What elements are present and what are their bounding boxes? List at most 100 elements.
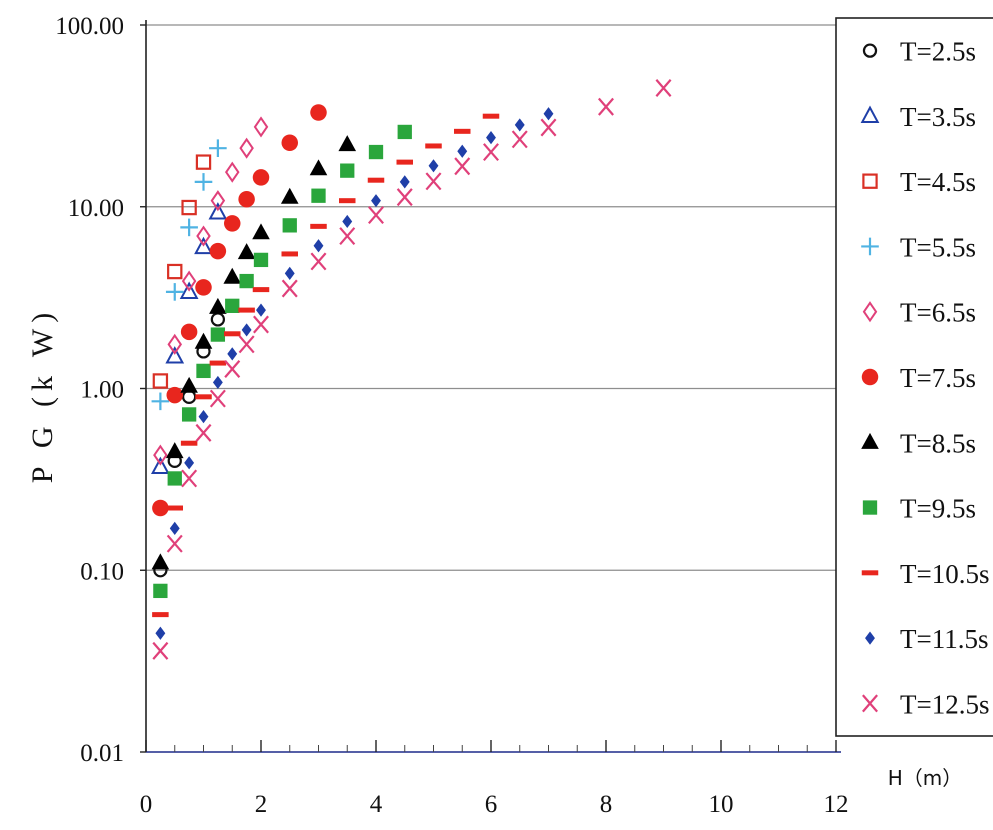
data-point: [239, 137, 254, 159]
data-point: [180, 323, 198, 341]
data-point: [165, 346, 185, 364]
legend-label: T=11.5s: [900, 624, 988, 654]
data-point: [166, 505, 183, 511]
data-point: [367, 177, 385, 183]
legend-marker: [865, 631, 875, 645]
data-point: [195, 394, 212, 400]
data-point: [180, 440, 198, 446]
data-point: [196, 363, 211, 379]
data-point: [514, 118, 525, 132]
data-point: [210, 312, 226, 327]
data-point: [209, 360, 227, 366]
legend-label: T=3.5s: [900, 102, 976, 132]
data-point: [208, 202, 228, 220]
data-point: [598, 97, 614, 116]
data-point: [238, 190, 255, 208]
y-tick-label: 0.01: [80, 740, 124, 767]
data-point: [457, 144, 468, 158]
data-point: [166, 534, 183, 553]
x-axis-label: H（m）: [888, 766, 963, 790]
data-point: [180, 376, 198, 393]
data-point: [310, 223, 327, 229]
legend-label: T=6.5s: [900, 298, 976, 328]
legend-marker: [862, 301, 878, 323]
x-tick-label: 2: [255, 791, 268, 818]
y-tick-label: 10.00: [68, 195, 124, 222]
legend-label: T=7.5s: [900, 363, 976, 393]
x-tick-label: 0: [140, 791, 153, 818]
legend-marker: [862, 500, 878, 515]
y-tick-label: 1.00: [80, 377, 124, 404]
legend-marker: [862, 173, 878, 189]
legend-marker: [862, 43, 878, 58]
data-point: [282, 218, 297, 233]
data-point: [195, 423, 212, 442]
data-point: [284, 266, 295, 280]
legend-label: T=10.5s: [900, 559, 989, 589]
data-point: [152, 499, 169, 517]
data-point: [152, 373, 169, 389]
data-point: [540, 118, 557, 137]
data-point: [151, 553, 170, 570]
data-point: [180, 218, 198, 237]
legend-marker: [861, 432, 879, 449]
legend-marker: [861, 368, 879, 386]
data-point: [454, 157, 471, 176]
data-point: [239, 273, 254, 289]
data-point: [225, 298, 240, 313]
data-point: [238, 335, 255, 354]
data-point: [195, 279, 212, 296]
y-axis-label: P G (k W): [26, 307, 59, 484]
data-point: [152, 612, 169, 618]
data-point: [425, 172, 442, 191]
data-point: [338, 135, 357, 152]
data-point: [281, 134, 298, 151]
data-point: [310, 104, 327, 121]
data-point: [179, 281, 199, 299]
data-point: [311, 188, 326, 203]
data-point: [256, 303, 266, 317]
data-point: [196, 225, 211, 247]
data-point: [371, 194, 381, 208]
x-tick-label: 6: [485, 791, 498, 818]
data-point: [310, 252, 327, 271]
data-point: [313, 239, 324, 253]
data-point: [209, 297, 227, 314]
data-point: [210, 190, 226, 212]
data-point: [167, 471, 182, 486]
data-point: [252, 169, 270, 186]
data-point: [212, 375, 223, 390]
legend-marker: [861, 237, 879, 256]
legend-label: T=9.5s: [900, 494, 976, 524]
data-point: [167, 263, 183, 280]
data-point: [209, 389, 226, 408]
data-point: [184, 456, 195, 470]
legend-marker: [860, 105, 880, 123]
data-point: [340, 163, 355, 178]
data-point: [482, 113, 500, 119]
data-point: [194, 236, 213, 255]
data-point: [151, 392, 170, 411]
data-point: [165, 442, 184, 459]
x-tick-label: 8: [600, 791, 613, 818]
x-tick-label: 12: [824, 791, 849, 818]
data-point: [209, 139, 227, 157]
data-point: [224, 215, 241, 232]
data-point: [198, 410, 209, 424]
data-point: [194, 332, 213, 349]
data-point: [486, 131, 496, 145]
data-point: [169, 521, 180, 535]
data-point: [483, 143, 499, 162]
data-point: [195, 154, 212, 170]
data-point: [153, 444, 168, 466]
data-point: [397, 124, 412, 140]
data-point: [399, 175, 410, 189]
data-point: [165, 283, 184, 301]
data-point: [368, 206, 384, 225]
data-point: [181, 469, 198, 488]
data-point: [181, 270, 197, 292]
legend-label: T=12.5s: [900, 689, 989, 719]
data-point: [253, 116, 269, 138]
data-point: [181, 407, 197, 422]
